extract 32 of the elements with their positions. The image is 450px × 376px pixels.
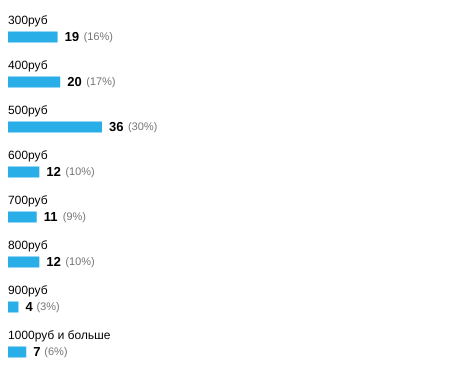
y-tick-label: 900руб	[8, 283, 48, 297]
y-tick-label: 800руб	[8, 238, 48, 252]
y-tick-label: 700руб	[8, 193, 48, 207]
data-label: 20	[67, 74, 82, 89]
data-label: 12	[46, 254, 61, 269]
data-label: 4	[25, 299, 34, 314]
bar	[8, 122, 102, 132]
bar	[8, 76, 60, 88]
annotation: (30%)	[128, 121, 158, 133]
annotation: (10%)	[65, 166, 95, 178]
data-label: 7	[33, 344, 41, 359]
annotation: (9%)	[62, 211, 86, 223]
annotation: (16%)	[84, 31, 113, 43]
data-label: 36	[109, 119, 124, 134]
y-tick-label: 500руб	[8, 103, 48, 117]
data-label: 12	[46, 164, 61, 179]
bar	[8, 32, 58, 42]
bar	[8, 212, 37, 222]
bar	[8, 346, 26, 358]
bar	[8, 166, 40, 178]
annotation: (10%)	[65, 256, 95, 268]
bar	[8, 302, 18, 312]
y-tick-label: 400руб	[8, 58, 48, 72]
data-label: 19	[64, 29, 80, 44]
annotation: (17%)	[86, 76, 116, 88]
bar	[8, 256, 40, 268]
y-tick-label: 300руб	[8, 13, 48, 27]
y-tick-label: 600руб	[8, 148, 48, 162]
annotation: (6%)	[44, 346, 68, 358]
data-label: 11	[44, 209, 58, 224]
y-tick-label: 1000руб и больше	[8, 328, 111, 342]
annotation: (3%)	[36, 301, 60, 313]
